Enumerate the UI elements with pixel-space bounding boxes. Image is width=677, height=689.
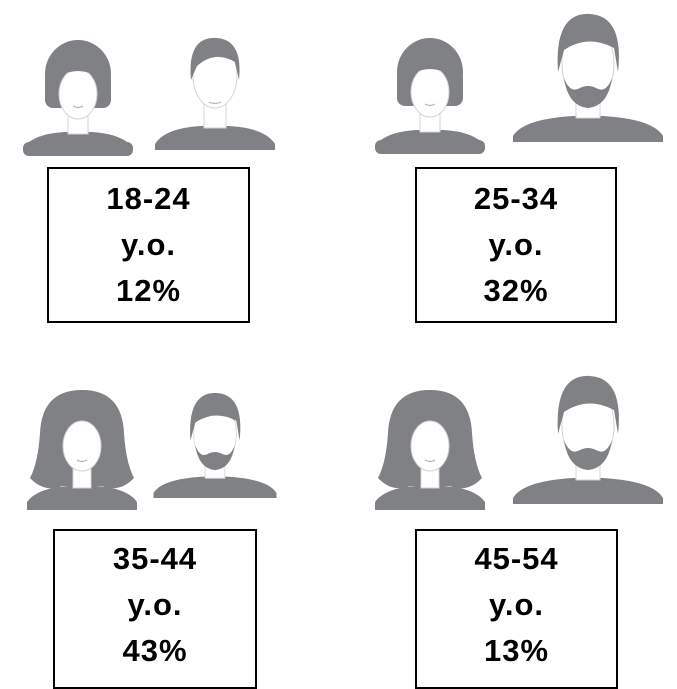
age-range: 25-34	[473, 181, 559, 216]
avatar-man	[512, 13, 664, 143]
age-box: 45-54 y.o. 13%	[415, 529, 618, 689]
age-unit: y.o.	[488, 227, 544, 262]
avatar-man	[153, 392, 277, 499]
share: 12%	[115, 273, 182, 308]
share: 13%	[483, 633, 550, 668]
avatar-woman	[374, 389, 486, 511]
age-range: 35-44	[112, 541, 198, 576]
age-unit: y.o.	[127, 587, 183, 622]
share: 32%	[483, 273, 549, 308]
age-unit: y.o.	[120, 227, 177, 262]
avatar-woman	[26, 389, 138, 511]
share: 43%	[122, 633, 188, 668]
avatar-woman	[374, 37, 486, 155]
age-box: 35-44 y.o. 43%	[53, 529, 257, 689]
age-range: 18-24	[106, 181, 191, 216]
age-range: 45-54	[474, 541, 559, 576]
age-box: 25-34 y.o. 32%	[415, 167, 617, 323]
age-box: 18-24 y.o. 12%	[47, 167, 250, 323]
avatar-man	[512, 375, 664, 505]
avatar-man	[154, 37, 276, 151]
age-unit: y.o.	[488, 587, 545, 622]
avatar-woman	[22, 39, 134, 157]
